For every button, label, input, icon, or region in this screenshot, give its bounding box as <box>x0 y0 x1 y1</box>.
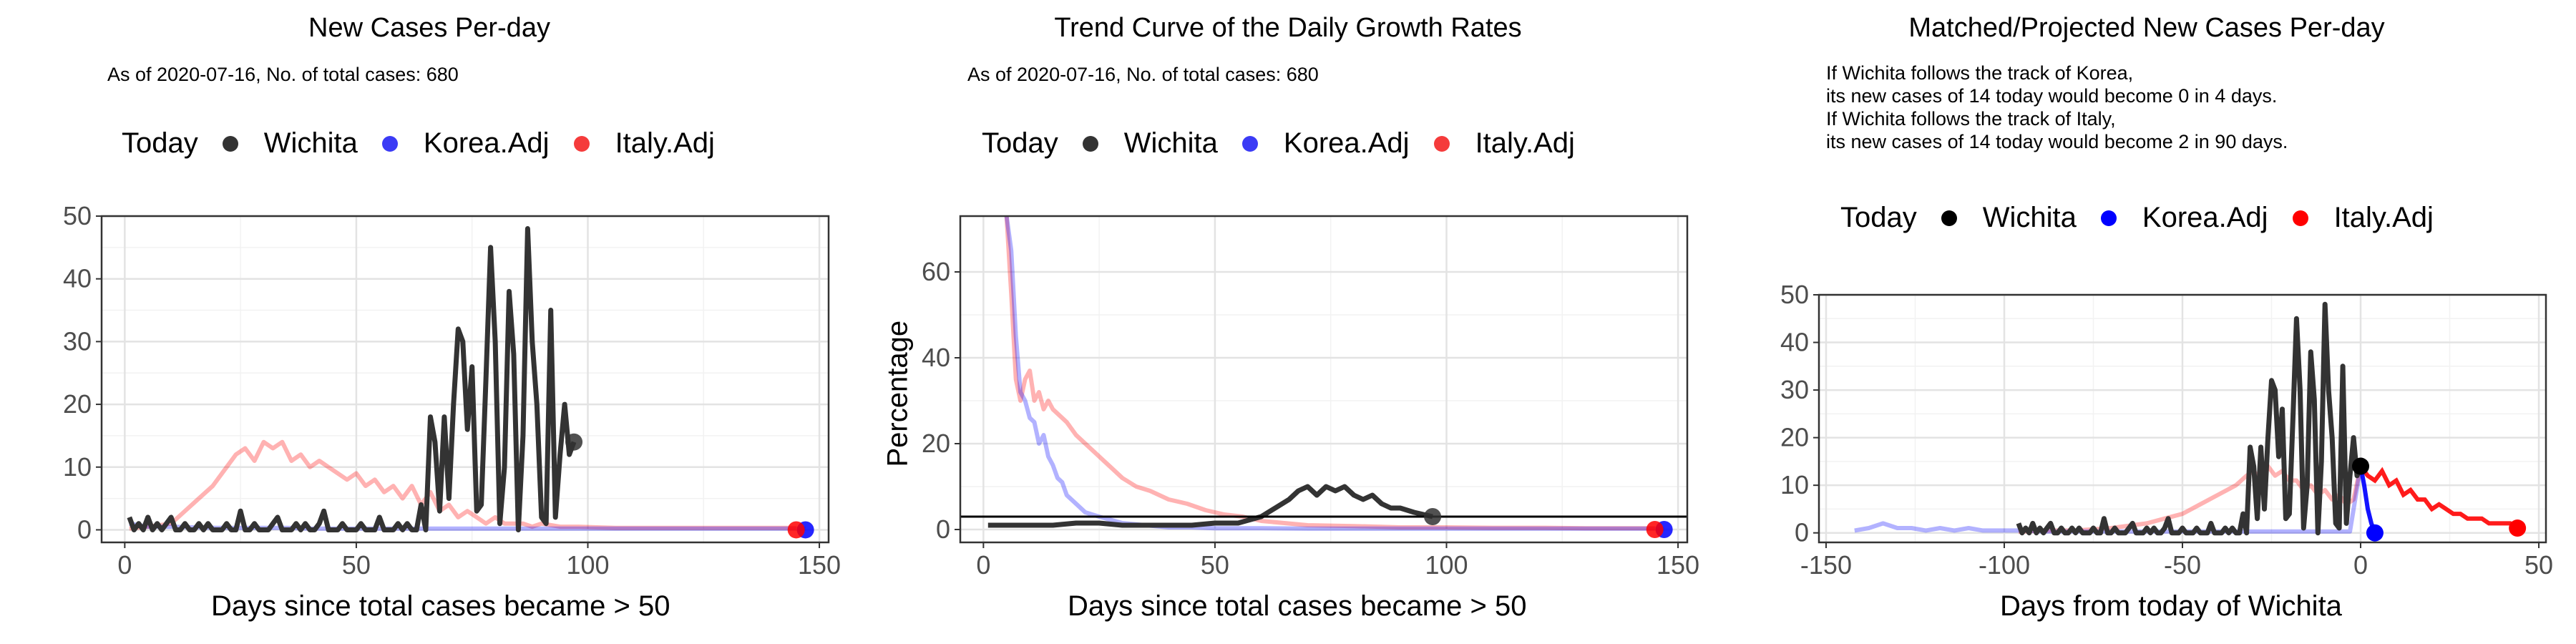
y-tick-label: 30 <box>63 326 92 356</box>
y-tick-label: 30 <box>1780 375 1809 404</box>
x-tick-label: -100 <box>1979 550 2030 580</box>
legend-dot-italy <box>1433 135 1450 152</box>
plot-border <box>959 215 1689 544</box>
y-tick-label: 40 <box>63 264 92 293</box>
series-line-korea <box>129 521 806 531</box>
chart-title: Matched/Projected New Cases Per-day <box>1908 13 2385 43</box>
x-tick-label: 50 <box>342 550 371 580</box>
x-tick-label: 0 <box>117 550 132 580</box>
chart-title: Trend Curve of the Daily Growth Rates <box>1054 13 1522 43</box>
today-point-wichita <box>565 433 583 451</box>
legend-item-wichita: Wichita <box>1941 202 2077 234</box>
legend-label-korea: Korea.Adj <box>2142 202 2268 233</box>
y-tick-label: 10 <box>63 452 92 482</box>
legend-dot-korea <box>381 135 398 152</box>
legend-item-wichita: Wichita <box>222 127 358 160</box>
x-tick-label: 50 <box>2524 550 2553 580</box>
chart-plot-1: 0 50 100 150 0 10 20 30 40 50 <box>63 201 841 580</box>
x-axis-title: Days since total cases became > 50 <box>1068 590 1527 622</box>
y-tick-label: 0 <box>1795 518 1809 547</box>
plot-border <box>100 215 830 544</box>
chart-legend: Today Wichita Korea.Adj Italy.Adj <box>122 127 739 160</box>
chart-plot-2: 0 50 100 150 0 20 40 60 <box>922 215 1699 580</box>
legend-label-wichita: Wichita <box>1123 127 1218 159</box>
legend-title: Today <box>982 127 1058 159</box>
y-axis-title: Percentage <box>882 320 914 467</box>
legend-item-italy: Italy.Adj <box>573 127 715 160</box>
legend-item-italy: Italy.Adj <box>1433 127 1575 160</box>
series-line-italy <box>1004 215 1655 531</box>
today-point-wichita <box>2352 457 2370 475</box>
today-point-korea <box>2366 524 2384 542</box>
chart-subtitle: If Wichita follows the track of Korea, i… <box>1826 62 2288 152</box>
chart-panel-3: Matched/Projected New Cases Per-day If W… <box>1717 0 2576 644</box>
legend-label-italy: Italy.Adj <box>2333 202 2434 233</box>
x-tick-label: 100 <box>566 550 609 580</box>
series-line-italy-projection <box>2358 464 2519 530</box>
legend-label-wichita: Wichita <box>263 127 358 159</box>
today-point-italy <box>1646 521 1664 538</box>
legend-label-italy: Italy.Adj <box>1475 127 1575 159</box>
y-tick-label: 60 <box>922 257 950 286</box>
x-tick-label: 0 <box>2353 550 2368 580</box>
y-tick-label: 40 <box>922 343 950 372</box>
series-line-wichita <box>987 484 1433 528</box>
chart-subtitle: As of 2020-07-16, No. of total cases: 68… <box>107 64 459 85</box>
legend-dot-korea <box>1241 135 1258 152</box>
y-tick-label: 40 <box>1780 328 1809 357</box>
legend-dot-italy <box>573 135 590 152</box>
legend-item-korea: Korea.Adj <box>381 127 550 160</box>
legend-dot-wichita <box>1082 135 1098 152</box>
y-tick-label: 20 <box>922 429 950 458</box>
legend-dot-wichita <box>1941 210 1957 226</box>
legend-title: Today <box>122 127 198 159</box>
x-tick-label: 150 <box>798 550 841 580</box>
plot-border <box>1818 293 2547 544</box>
legend-title: Today <box>1840 202 1917 233</box>
legend-label-korea: Korea.Adj <box>1283 127 1410 159</box>
chart-legend: Today Wichita Korea.Adj Italy.Adj <box>982 127 1599 160</box>
series-line-wichita <box>2016 301 2363 536</box>
legend-label-korea: Korea.Adj <box>423 127 550 159</box>
today-point-italy <box>787 521 805 539</box>
legend-dot-korea <box>2100 210 2117 226</box>
x-tick-label: 150 <box>1657 550 1699 580</box>
legend-item-wichita: Wichita <box>1082 127 1218 160</box>
chart-panel-2: Trend Curve of the Daily Growth Rates As… <box>859 0 1717 644</box>
chart-title: New Cases Per-day <box>308 13 550 43</box>
chart-panel-1: New Cases Per-day As of 2020-07-16, No. … <box>0 0 859 644</box>
series-line-korea <box>1004 215 1664 531</box>
x-tick-label: -50 <box>2164 550 2201 580</box>
series-line-italy <box>129 439 796 531</box>
chart-plot-3: -150 -100 -50 0 50 0 10 20 30 40 50 <box>1780 280 2553 580</box>
chart-legend: Today Wichita Korea.Adj Italy.Adj <box>1840 202 2458 234</box>
y-tick-label: 50 <box>1780 280 1809 309</box>
y-tick-label: 0 <box>936 514 950 544</box>
x-tick-label: 50 <box>1201 550 1229 580</box>
y-tick-label: 50 <box>63 201 92 230</box>
x-tick-label: -150 <box>1800 550 1852 580</box>
series-line-wichita <box>127 226 577 532</box>
y-tick-label: 0 <box>77 514 92 544</box>
y-tick-label: 20 <box>1780 423 1809 452</box>
legend-item-italy: Italy.Adj <box>2292 202 2434 234</box>
legend-dot-italy <box>2292 210 2308 226</box>
x-axis-title: Days from today of Wichita <box>2000 590 2342 622</box>
y-tick-label: 20 <box>63 389 92 419</box>
legend-dot-wichita <box>222 135 238 152</box>
chart-subtitle: As of 2020-07-16, No. of total cases: 68… <box>967 64 1319 85</box>
legend-item-korea: Korea.Adj <box>1241 127 1410 160</box>
x-tick-label: 100 <box>1425 550 1468 580</box>
series-line-korea <box>1854 464 2377 534</box>
y-tick-label: 10 <box>1780 470 1809 499</box>
today-point-wichita <box>1424 508 1442 525</box>
today-point-italy <box>2509 519 2527 537</box>
legend-label-wichita: Wichita <box>1982 202 2077 233</box>
legend-label-italy: Italy.Adj <box>615 127 715 159</box>
x-tick-label: 0 <box>976 550 990 580</box>
legend-item-korea: Korea.Adj <box>2100 202 2268 234</box>
x-axis-title: Days since total cases became > 50 <box>211 590 670 622</box>
